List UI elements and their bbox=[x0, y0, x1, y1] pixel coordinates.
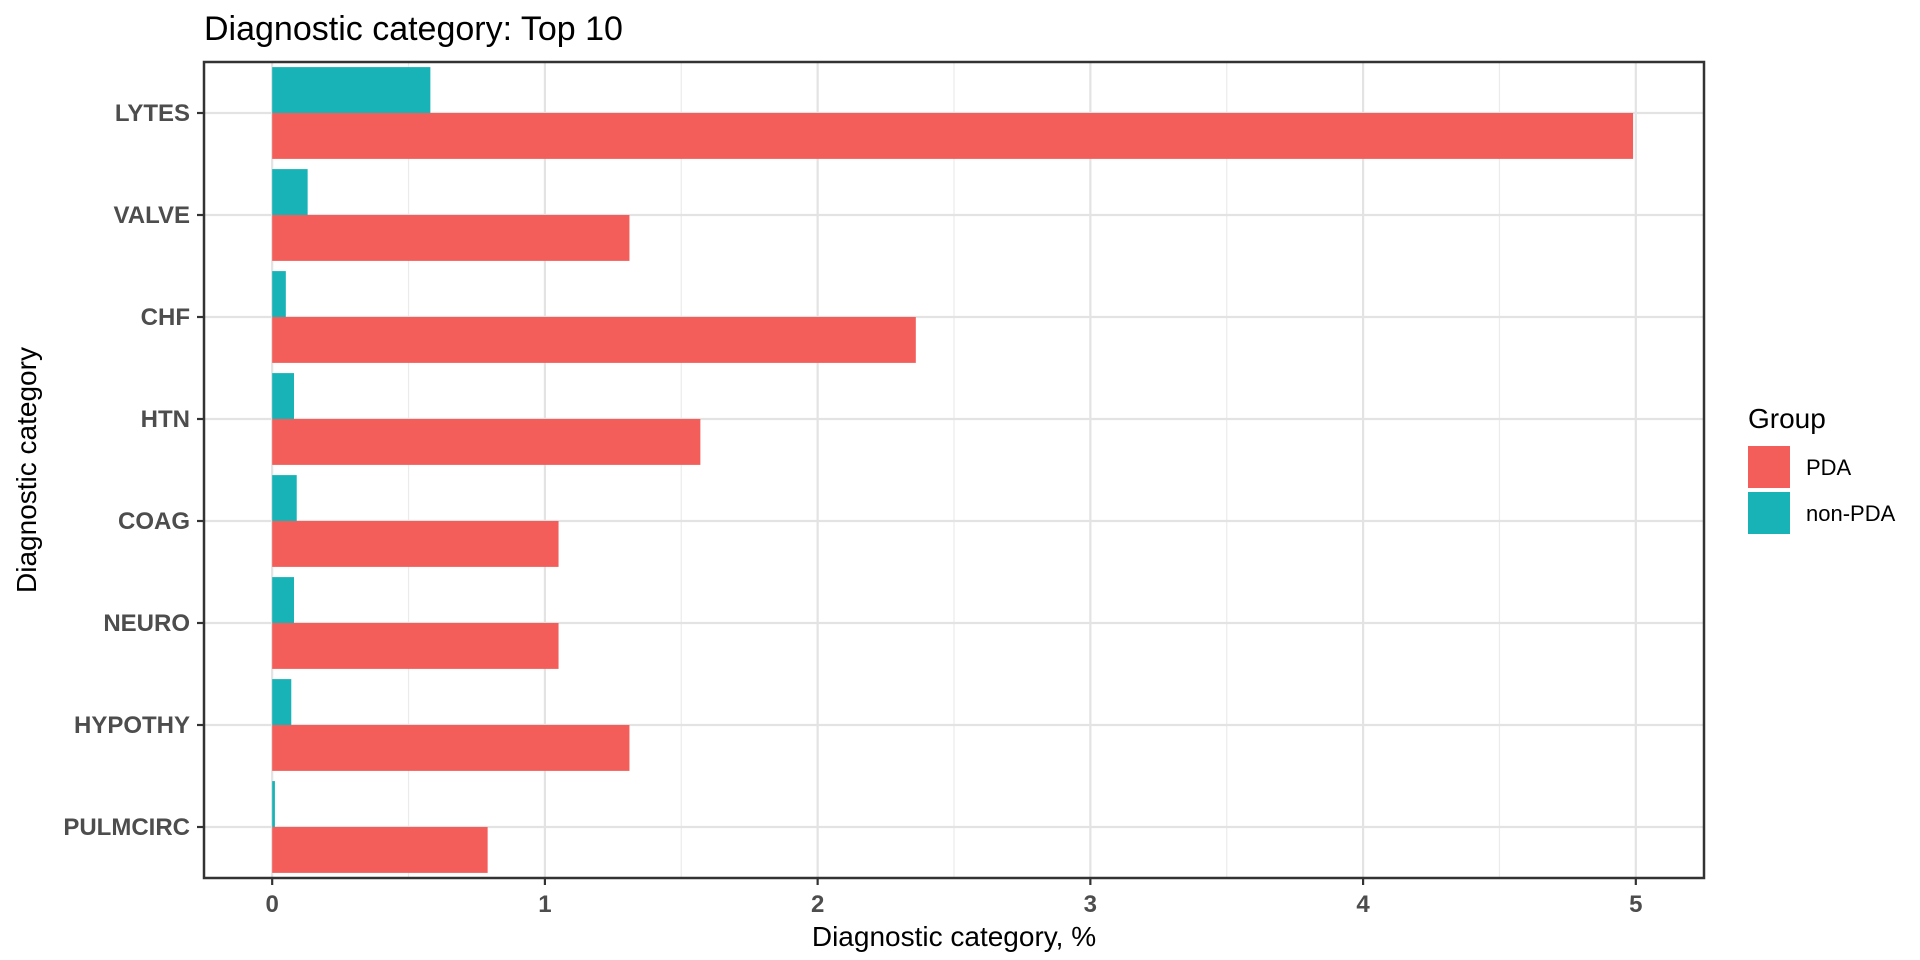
bar-non-pda-htn bbox=[272, 373, 294, 419]
bar-non-pda-lytes bbox=[272, 67, 431, 113]
y-tick-label: CHF bbox=[141, 304, 190, 331]
legend-key-non-pda bbox=[1748, 492, 1790, 534]
bar-non-pda-neuro bbox=[272, 577, 294, 623]
bar-pda-pulmcirc bbox=[272, 827, 488, 873]
x-tick-label: 3 bbox=[1084, 891, 1097, 918]
bar-pda-chf bbox=[272, 317, 916, 363]
bar-non-pda-pulmcirc bbox=[272, 781, 275, 827]
bar-pda-lytes bbox=[272, 113, 1634, 159]
bar-pda-coag bbox=[272, 521, 559, 567]
y-tick-label: HTN bbox=[141, 406, 190, 433]
plot-panel-border bbox=[202, 60, 1706, 880]
y-axis-title: Diagnostic category bbox=[11, 347, 42, 593]
y-tick-label: COAG bbox=[118, 508, 190, 535]
legend-title: Group bbox=[1748, 403, 1826, 434]
y-tick-label: NEURO bbox=[103, 610, 190, 637]
x-axis-title: Diagnostic category, % bbox=[812, 921, 1096, 952]
y-tick-label: VALVE bbox=[114, 202, 190, 229]
bar-pda-hypothy bbox=[272, 725, 630, 771]
bar-non-pda-valve bbox=[272, 169, 308, 215]
bar-pda-neuro bbox=[272, 623, 559, 669]
legend: Group PDA non-PDA bbox=[1748, 403, 1896, 534]
y-tick-label: LYTES bbox=[115, 100, 190, 127]
chart-title: Diagnostic category: Top 10 bbox=[204, 10, 623, 48]
bars bbox=[272, 67, 1634, 873]
bar-non-pda-coag bbox=[272, 475, 297, 521]
y-axis: LYTES VALVE CHF HTN COAG NEURO HYPOTHY PULMCIRC bbox=[63, 100, 204, 841]
legend-label: non-PDA bbox=[1806, 501, 1896, 526]
x-axis: 0 1 2 3 4 5 bbox=[266, 878, 1642, 918]
x-tick-label: 4 bbox=[1356, 891, 1370, 918]
x-tick-label: 5 bbox=[1629, 891, 1642, 918]
x-tick-label: 2 bbox=[811, 891, 824, 918]
y-tick-label: HYPOTHY bbox=[74, 712, 190, 739]
legend-label: PDA bbox=[1806, 455, 1852, 480]
legend-key-pda bbox=[1748, 446, 1790, 488]
x-tick-label: 1 bbox=[538, 891, 551, 918]
bar-non-pda-hypothy bbox=[272, 679, 292, 725]
bar-pda-valve bbox=[272, 215, 630, 261]
y-tick-label: PULMCIRC bbox=[63, 814, 190, 841]
x-tick-label: 0 bbox=[266, 891, 279, 918]
bar-pda-htn bbox=[272, 419, 701, 465]
bar-non-pda-chf bbox=[272, 271, 286, 317]
